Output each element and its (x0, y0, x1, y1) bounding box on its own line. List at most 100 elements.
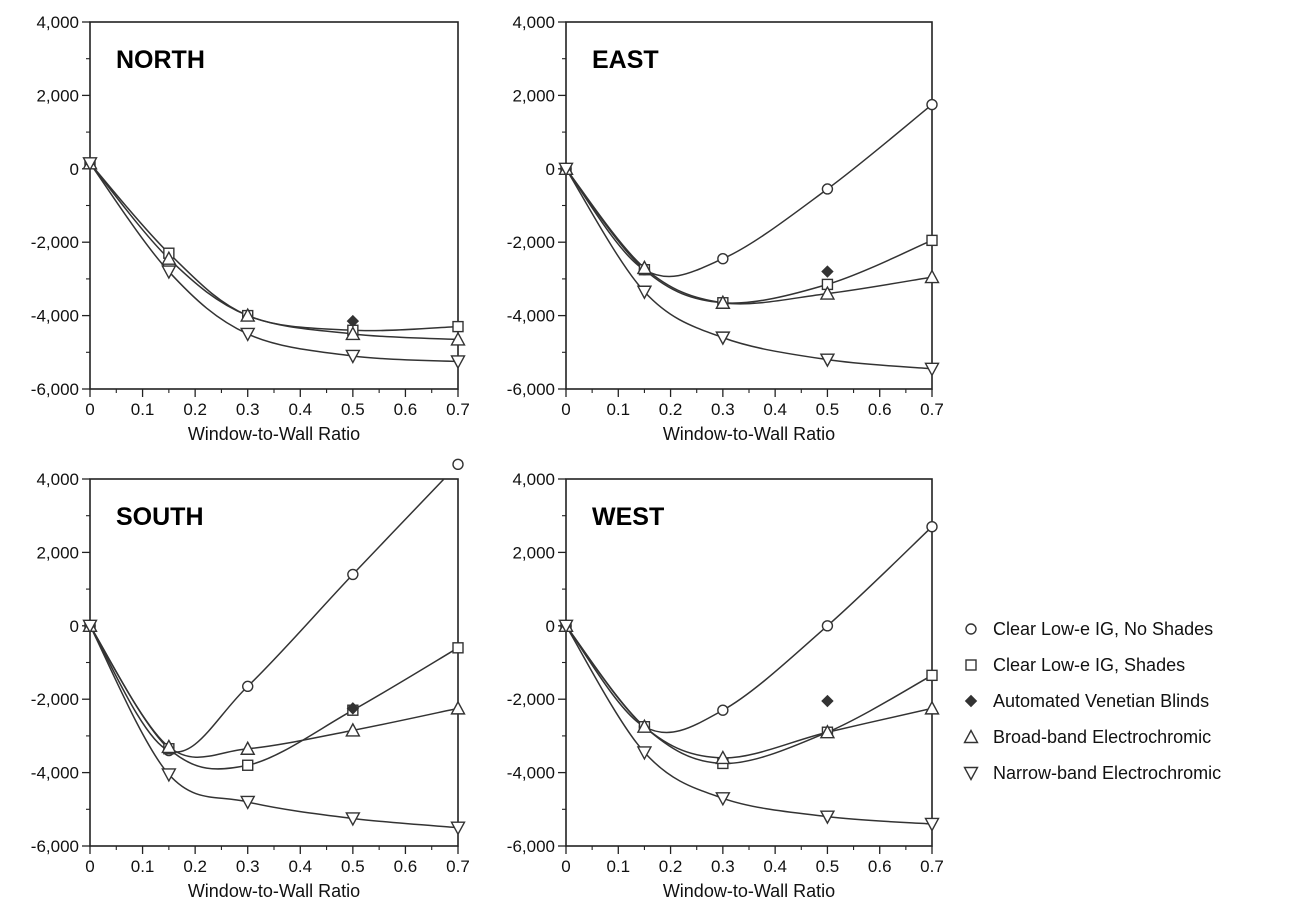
panel-east-title: EAST (592, 46, 659, 74)
data-point-narrow-band-electrochromic (345, 349, 361, 364)
data-point-narrow-band-electrochromic (924, 817, 940, 832)
x-tick-label: 0.5 (341, 857, 365, 876)
panel-east-frame (565, 21, 933, 390)
x-tick-label: 0.2 (183, 400, 207, 419)
y-tick-label: 2,000 (512, 86, 555, 105)
series-line-narrow-band-electrochromic (566, 625, 932, 825)
data-point-broad-band-electrochromic (240, 307, 256, 322)
panel-west-frame (565, 478, 933, 847)
x-tick-label: 0.5 (816, 400, 840, 419)
legend-marker (965, 623, 977, 635)
data-point-narrow-band-electrochromic (240, 795, 256, 810)
x-tick-label: 0.2 (659, 400, 683, 419)
panel-south-frame (89, 478, 459, 847)
series-line-broad-band-electrochromic (566, 168, 932, 305)
legend: Clear Low-e IG, No Shades Clear Low-e IG,… (963, 619, 1221, 783)
y-tick-label: -6,000 (31, 380, 79, 399)
x-tick-label: 0.6 (394, 857, 418, 876)
data-point-narrow-band-electrochromic (636, 746, 653, 761)
data-point-clear-low-e-ig-shades (242, 759, 254, 771)
x-axis-title: Window-to-Wall Ratio (663, 424, 835, 444)
data-point-broad-band-electrochromic (636, 718, 653, 733)
x-tick-label: 0.2 (183, 857, 207, 876)
panel-west: 4,000 2,000 0 -2,000 -4,000 -6,000 0 0.1 0.2 0.3 0… (507, 470, 944, 901)
data-point-clear-low-e-ig-no-shades (242, 680, 254, 693)
legend-label: Clear Low-e IG, Shades (993, 655, 1185, 675)
x-tick-label: 0.3 (236, 400, 260, 419)
x-tick-label: 0.5 (341, 400, 365, 419)
data-point-clear-low-e-ig-shades (926, 234, 938, 247)
y-tick-label: -2,000 (31, 690, 79, 709)
data-point-narrow-band-electrochromic (450, 821, 466, 836)
data-point-broad-band-electrochromic (450, 331, 466, 346)
x-tick-label: 0.6 (868, 400, 892, 419)
data-point-broad-band-electrochromic (924, 700, 940, 715)
y-tick-label: -4,000 (31, 307, 79, 326)
legend-label: Automated Venetian Blinds (993, 691, 1209, 711)
x-tick-label: 0.1 (606, 857, 630, 876)
x-tick-label: 0.6 (868, 857, 892, 876)
data-point-automated-venetian-blinds (821, 694, 834, 708)
legend-marker (963, 729, 979, 744)
x-tick-label: 0.4 (288, 400, 312, 419)
x-tick-label: 0.1 (131, 400, 155, 419)
panel-south: 4,000 2,000 0 -2,000 -4,000 -6,000 0 0.1 0.2 0.3 0… (31, 458, 470, 901)
panel-north-plot-area (90, 162, 458, 363)
y-tick-label: -4,000 (31, 764, 79, 783)
data-point-broad-band-electrochromic (715, 294, 731, 309)
legend-marker (963, 766, 979, 781)
y-tick-label: 0 (70, 617, 79, 636)
y-tick-label: -2,000 (507, 690, 555, 709)
panel-south-title: SOUTH (116, 503, 204, 531)
x-tick-label: 0.6 (394, 400, 418, 419)
data-point-narrow-band-electrochromic (345, 812, 361, 827)
panel-west-title: WEST (592, 503, 664, 531)
x-tick-label: 0 (561, 857, 570, 876)
data-point-narrow-band-electrochromic (558, 619, 574, 634)
data-point-clear-low-e-ig-no-shades (926, 98, 938, 111)
data-point-broad-band-electrochromic (345, 722, 361, 737)
y-tick-label: 4,000 (512, 13, 555, 32)
y-tick-label: 2,000 (512, 543, 555, 562)
x-tick-label: 0 (561, 400, 570, 419)
panel-north-frame (89, 21, 459, 390)
x-tick-label: 0.1 (606, 400, 630, 419)
legend-label: Narrow-band Electrochromic (993, 763, 1221, 783)
data-point-clear-low-e-ig-shades (452, 642, 464, 654)
x-tick-label: 0.7 (446, 400, 470, 419)
x-tick-label: 0.4 (763, 400, 787, 419)
data-point-broad-band-electrochromic (345, 325, 361, 341)
data-point-clear-low-e-ig-no-shades (821, 183, 834, 195)
data-point-clear-low-e-ig-no-shades (926, 521, 938, 533)
y-tick-label: -2,000 (507, 233, 555, 252)
x-axis-title: Window-to-Wall Ratio (663, 881, 835, 901)
data-point-broad-band-electrochromic (161, 738, 177, 754)
data-point-broad-band-electrochromic (819, 285, 836, 300)
series-line-narrow-band-electrochromic (566, 168, 932, 370)
x-tick-label: 0.7 (920, 400, 944, 419)
series-line-narrow-band-electrochromic (90, 162, 458, 363)
x-tick-label: 0.4 (288, 857, 312, 876)
x-tick-label: 0.2 (659, 857, 683, 876)
data-point-broad-band-electrochromic (240, 740, 256, 755)
x-tick-label: 0.4 (763, 857, 787, 876)
data-point-clear-low-e-ig-shades (452, 320, 464, 333)
data-point-narrow-band-electrochromic (161, 768, 177, 783)
data-point-narrow-band-electrochromic (924, 362, 940, 377)
data-point-narrow-band-electrochromic (819, 810, 836, 825)
panel-north-title: NORTH (116, 46, 205, 74)
data-point-clear-low-e-ig-no-shades (452, 458, 464, 471)
y-tick-label: -4,000 (507, 307, 555, 326)
panel-north: 4,000 2,000 0 -2,000 -4,000 -6,000 0 0.1 0.2 0.3 0… (31, 13, 470, 444)
legend-marker (964, 694, 978, 708)
series-line-clear-low-e-ig-no-shades (566, 103, 932, 278)
y-tick-label: 0 (70, 160, 79, 179)
legend-marker (965, 659, 977, 671)
y-tick-label: -2,000 (31, 233, 79, 252)
data-point-broad-band-electrochromic (450, 700, 466, 715)
data-point-narrow-band-electrochromic (819, 353, 836, 368)
y-tick-label: -6,000 (507, 380, 555, 399)
x-tick-label: 0.3 (711, 857, 735, 876)
panel-west-plot-area (566, 526, 932, 825)
